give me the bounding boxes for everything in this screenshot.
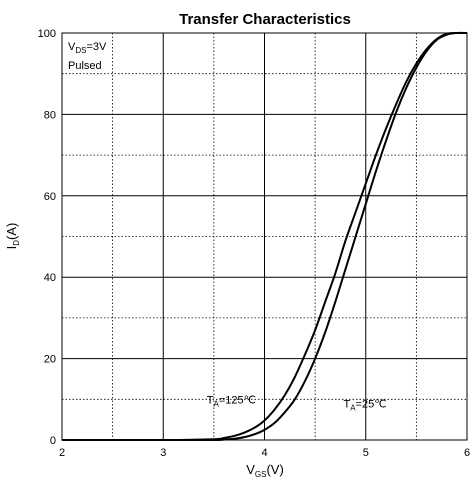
y-tick-label: 60 — [44, 191, 56, 203]
condition-vds: VDS=3V — [68, 41, 107, 55]
series-label-1: TA=25℃ — [343, 398, 386, 412]
grid — [62, 33, 467, 440]
series-line-1 — [62, 31, 468, 442]
annotations: TA=125℃ TA=25℃ — [207, 394, 387, 412]
y-tick-label: 80 — [44, 109, 56, 121]
series-label-0: TA=125℃ — [207, 394, 256, 408]
series-lines — [61, 31, 468, 442]
x-tick-label: 4 — [261, 447, 267, 459]
condition-pulsed: Pulsed — [68, 60, 102, 72]
y-tick-label: 100 — [38, 28, 56, 40]
x-tick-label: 2 — [59, 447, 65, 459]
test-conditions: VDS=3V Pulsed — [68, 41, 107, 72]
x-tick-label: 5 — [363, 447, 369, 459]
y-tick-label: 40 — [44, 272, 56, 284]
chart-title: Transfer Characteristics — [179, 11, 351, 28]
y-axis-label: ID(A) — [4, 223, 21, 250]
y-tick-label: 20 — [44, 354, 56, 366]
series-line-0 — [61, 31, 468, 442]
x-axis-label: VGS(V) — [246, 462, 284, 479]
x-tick-label: 6 — [464, 447, 470, 459]
x-tick-label: 3 — [160, 447, 166, 459]
y-tick-label: 0 — [50, 435, 56, 447]
